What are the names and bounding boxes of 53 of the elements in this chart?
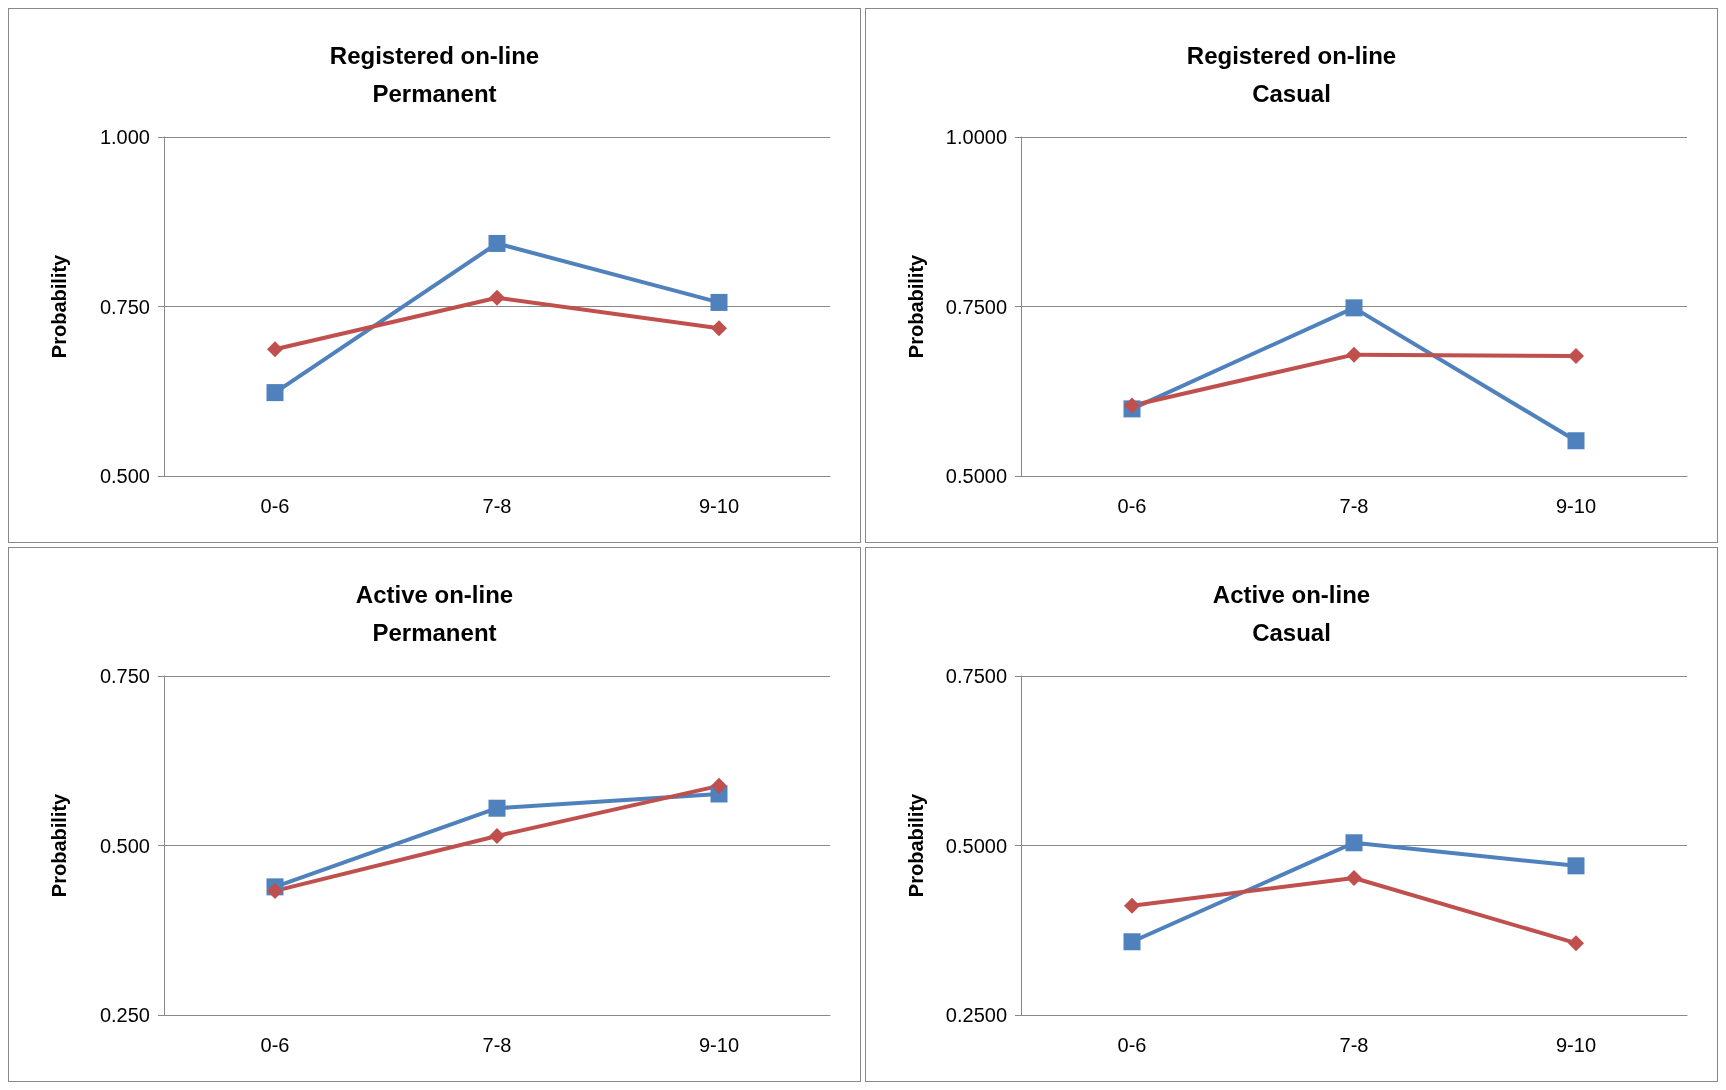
x-tick-label: 7-8	[1339, 495, 1369, 517]
point	[488, 799, 506, 817]
x-tick-label: 0-6	[1117, 1034, 1147, 1056]
y-tick-label: 1.000	[99, 126, 150, 148]
y-tick-label: 0.750	[99, 295, 150, 318]
chart-title: Active on-line Casual	[1212, 580, 1371, 646]
x-tick-label: 9-10	[1555, 495, 1597, 517]
x-tick-label: 7-8	[482, 1034, 512, 1056]
y-tick-label: 0.2500	[945, 1004, 1007, 1026]
y-axis-title: Probability	[48, 792, 70, 898]
x-tick-label: 7-8	[1339, 1034, 1369, 1056]
point	[1123, 933, 1141, 951]
y-tick-label: 0.7500	[945, 295, 1007, 318]
y-tick-label: 0.5000	[945, 465, 1007, 487]
y-tick-label: 1.0000	[945, 126, 1007, 148]
y-axis-title: Probability	[905, 792, 927, 898]
y-axis-title: Probability	[905, 253, 927, 359]
point	[710, 293, 728, 311]
point	[1568, 935, 1584, 952]
y-tick-label: 0.5000	[945, 834, 1007, 857]
point	[1568, 347, 1584, 364]
point	[1346, 870, 1362, 887]
point	[489, 289, 505, 306]
x-tick-label: 0-6	[1117, 495, 1147, 517]
chart-title: Registered on-line Casual	[1186, 41, 1397, 107]
point	[711, 777, 727, 794]
x-tick-label: 9-10	[698, 1034, 740, 1056]
point	[266, 384, 284, 402]
point	[1567, 857, 1585, 875]
y-tick-label: 0.7500	[945, 665, 1007, 687]
point	[1567, 432, 1585, 450]
point	[489, 828, 505, 845]
x-tick-label: 9-10	[1555, 1034, 1597, 1056]
point	[1124, 897, 1140, 914]
point	[1345, 834, 1363, 852]
point	[1345, 299, 1363, 317]
y-axis-title: Probability	[48, 253, 70, 359]
chart-title: Active on-line Permanent	[355, 580, 514, 646]
x-tick-label: 0-6	[260, 1034, 290, 1056]
y-tick-label: 0.500	[99, 465, 150, 487]
x-tick-label: 7-8	[482, 495, 512, 517]
point	[1346, 346, 1362, 363]
y-tick-label: 0.500	[99, 834, 150, 857]
point	[267, 341, 283, 358]
point	[1124, 397, 1140, 414]
chart-title: Registered on-line Permanent	[329, 41, 540, 107]
y-tick-label: 0.750	[99, 665, 150, 687]
y-tick-label: 0.250	[99, 1004, 150, 1026]
point	[488, 234, 506, 252]
x-tick-label: 9-10	[698, 495, 740, 517]
x-tick-label: 0-6	[260, 495, 290, 517]
point	[711, 320, 727, 337]
point	[267, 882, 283, 899]
